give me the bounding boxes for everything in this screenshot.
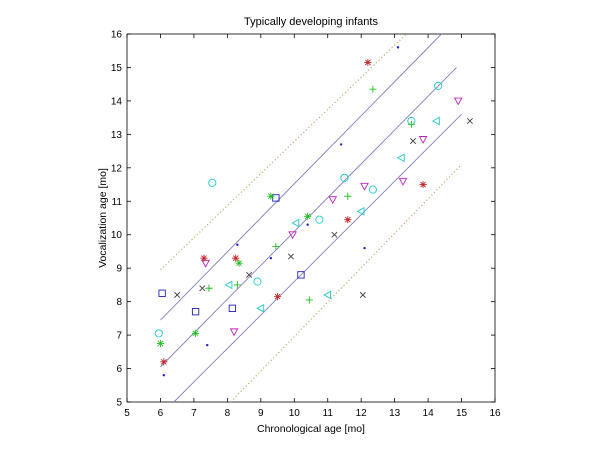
bound-upper-line xyxy=(160,33,407,271)
blue-dot-point xyxy=(269,256,273,260)
cyan-triangle-left-point xyxy=(323,290,332,300)
cyan-circle-point xyxy=(434,81,443,90)
green-plus-point xyxy=(233,281,241,289)
y-tick-label: 5 xyxy=(116,398,122,409)
cyan-circle-point xyxy=(368,185,377,194)
y-tick-label: 13 xyxy=(111,130,123,141)
green-plus-point xyxy=(272,242,280,251)
red-star-point xyxy=(232,254,240,262)
green-star-point xyxy=(304,212,312,220)
cyan-triangle-left-point xyxy=(431,116,440,126)
blue-dot-point xyxy=(339,143,343,146)
x-tick-label: 13 xyxy=(389,408,401,419)
red-star-point xyxy=(160,358,168,366)
magenta-triangle-down-point xyxy=(398,177,408,186)
x-tick-label: 8 xyxy=(225,408,231,419)
cyan-circle-point xyxy=(340,173,349,182)
cyan-circle-point xyxy=(315,215,324,224)
y-tick-label: 15 xyxy=(111,63,123,74)
blue-dot-point xyxy=(396,46,400,49)
black-x-point xyxy=(246,271,253,278)
cyan-triangle-left-point xyxy=(356,206,365,216)
green-plus-point xyxy=(344,192,352,200)
y-tick-label: 9 xyxy=(116,264,122,275)
green-plus-point xyxy=(305,296,313,304)
magenta-triangle-down-point xyxy=(453,97,463,106)
x-tick-label: 10 xyxy=(289,408,301,419)
blue-square-point xyxy=(297,271,305,279)
green-plus-point xyxy=(369,85,377,93)
blue-square-point xyxy=(158,289,166,297)
x-tick-label: 9 xyxy=(258,408,264,419)
red-star-point xyxy=(344,216,352,224)
cyan-circle-point xyxy=(208,178,217,187)
y-tick-label: 12 xyxy=(111,163,123,174)
black-x-point xyxy=(287,253,294,260)
chart-title: Typically developing infants xyxy=(244,16,378,28)
magenta-triangle-down-point xyxy=(201,259,210,268)
black-x-point xyxy=(331,231,338,238)
y-tick-label: 7 xyxy=(116,331,122,342)
x-tick-label: 11 xyxy=(323,408,334,419)
cyan-triangle-left-point xyxy=(224,280,233,290)
red-star-point xyxy=(273,293,282,301)
green-star-point xyxy=(267,192,275,200)
magenta-triangle-down-point xyxy=(328,196,338,205)
y-tick-label: 14 xyxy=(111,96,123,107)
cyan-circle-point xyxy=(154,329,163,338)
green-plus-point xyxy=(407,120,415,128)
y-tick-label: 10 xyxy=(111,230,123,241)
x-tick-label: 12 xyxy=(356,408,368,419)
x-tick-label: 6 xyxy=(158,408,164,419)
green-star-point xyxy=(191,329,200,338)
fit-lower-line xyxy=(173,113,462,403)
magenta-triangle-down-point xyxy=(418,136,428,144)
cyan-circle-point xyxy=(253,277,262,286)
black-x-point xyxy=(174,291,181,298)
magenta-triangle-down-point xyxy=(288,231,297,240)
plot-frame xyxy=(126,33,496,403)
red-star-point xyxy=(364,58,372,67)
data-points xyxy=(154,46,473,377)
magenta-triangle-down-point xyxy=(360,182,369,191)
red-star-point xyxy=(200,254,208,262)
blue-dot-point xyxy=(206,343,209,347)
reference-lines xyxy=(160,33,462,403)
axis-ticks: 5 6 7 8 9 10 11 12 13 14 15 16 5 6 7 8 9 10 11 12 13 14 15 16 xyxy=(111,30,501,420)
cyan-triangle-left-point xyxy=(256,303,265,313)
x-tick-label: 5 xyxy=(124,408,130,419)
x-tick-label: 7 xyxy=(191,408,197,419)
y-tick-label: 6 xyxy=(116,364,122,375)
y-tick-label: 8 xyxy=(116,297,122,308)
x-tick-label: 14 xyxy=(423,408,435,419)
x-tick-label: 16 xyxy=(489,408,501,419)
blue-square-point xyxy=(228,304,237,312)
black-x-point xyxy=(410,138,417,145)
blue-dot-point xyxy=(363,246,366,250)
bound-lower-line xyxy=(230,164,462,403)
green-plus-point xyxy=(205,284,213,292)
cyan-triangle-left-point xyxy=(396,153,405,163)
cyan-triangle-left-point xyxy=(291,218,300,228)
x-axis-label: Chronological age [mo] xyxy=(257,423,365,435)
y-axis-label: Vocalization age [mo] xyxy=(97,168,109,268)
green-star-point xyxy=(156,339,165,348)
blue-dot-point xyxy=(162,374,165,377)
y-tick-label: 16 xyxy=(111,30,123,41)
green-star-point xyxy=(235,259,243,267)
x-tick-label: 15 xyxy=(456,408,468,419)
fit-upper-line xyxy=(160,33,442,321)
blue-square-point xyxy=(191,308,200,316)
black-x-point xyxy=(359,291,366,298)
black-x-point xyxy=(466,117,473,125)
blue-dot-point xyxy=(236,243,239,246)
black-x-point xyxy=(199,285,206,292)
red-star-point xyxy=(419,180,427,189)
magenta-triangle-down-point xyxy=(229,328,239,337)
y-tick-label: 11 xyxy=(112,197,123,208)
blue-dot-point xyxy=(306,223,309,226)
